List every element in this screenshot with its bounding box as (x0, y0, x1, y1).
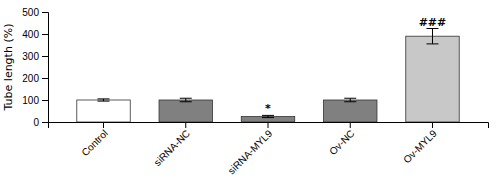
bar (159, 100, 212, 122)
error-line (432, 29, 433, 44)
x-tick-label: Control (79, 128, 110, 159)
error-cap (344, 98, 356, 99)
y-tick: 0 (33, 117, 48, 128)
y-tick-label: 400 (22, 29, 39, 40)
y-tick-label: 300 (22, 51, 39, 62)
error-line (185, 98, 186, 102)
y-tick: 500 (22, 7, 48, 18)
x-tick-mark (432, 122, 433, 128)
bar (406, 36, 459, 122)
x-axis-line (49, 123, 489, 129)
y-tick-mark (42, 78, 48, 79)
y-tick: 400 (22, 29, 48, 40)
bar (241, 117, 294, 123)
error-cap (98, 101, 110, 102)
error-bar (98, 99, 110, 101)
y-tick-mark (42, 56, 48, 57)
x-tick: Control (79, 122, 110, 158)
error-cap (344, 101, 356, 102)
y-tick-label: 0 (33, 117, 39, 128)
y-tick: 300 (22, 51, 48, 62)
x-tick-mark (185, 122, 186, 128)
bar (324, 100, 377, 122)
error-bar (262, 115, 274, 117)
bars (77, 29, 459, 123)
x-tick-mark (103, 122, 104, 128)
y-tick-mark (42, 100, 48, 101)
y-tick: 200 (22, 73, 48, 84)
chart: 0 100 200 300 400 500 Control siRNA-NC siRNA-MYL… (0, 0, 500, 178)
x-tick-mark (350, 122, 351, 128)
bar (77, 100, 130, 122)
error-bar (180, 98, 192, 102)
y-tick-label: 100 (22, 95, 39, 106)
x-tick: siRNA-NC (152, 122, 192, 168)
error-cap (262, 117, 274, 118)
error-cap (180, 98, 192, 99)
annotations: * ### (265, 16, 446, 116)
error-cap (426, 43, 438, 44)
y-tick-label: 500 (22, 7, 39, 18)
x-tick-mark (268, 122, 269, 128)
error-bar (426, 29, 438, 44)
y-tick-mark (42, 122, 48, 123)
x-tick-label: siRNA-MYL9 (226, 127, 275, 176)
y-axis-line (42, 13, 49, 123)
annotation: ### (419, 16, 447, 29)
error-cap (180, 101, 192, 102)
y-tick-mark (42, 34, 48, 35)
y-tick-mark (42, 12, 48, 13)
y-axis: 0 100 200 300 400 500 (22, 7, 48, 128)
x-tick-label: Ov-NC (327, 128, 356, 157)
x-tick: Ov-NC (327, 122, 356, 157)
error-cap (98, 98, 110, 99)
x-tick-label: Ov-MYL9 (401, 127, 439, 165)
plot: 0 100 200 300 400 500 Control siRNA-NC siRNA-MYL… (22, 7, 488, 177)
error-line (350, 98, 351, 102)
x-tick: Ov-MYL9 (401, 122, 439, 165)
y-axis-title: Tube length (%) (2, 24, 15, 112)
x-axis: Control siRNA-NC siRNA-MYL9 Ov-NC Ov-MYL9 (49, 122, 489, 176)
x-tick-label: siRNA-NC (152, 128, 192, 168)
x-tick: siRNA-MYL9 (226, 122, 275, 176)
y-tick: 100 (22, 95, 48, 106)
y-tick-label: 200 (22, 73, 39, 84)
annotation: * (265, 102, 271, 115)
error-bar (344, 98, 356, 102)
